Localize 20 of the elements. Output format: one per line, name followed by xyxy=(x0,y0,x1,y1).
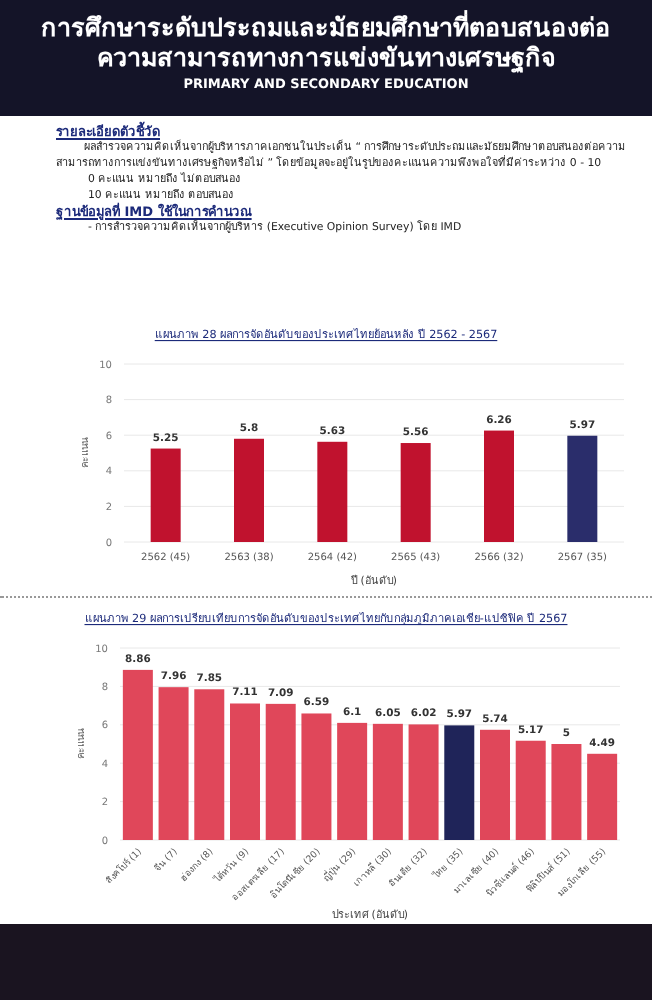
bar xyxy=(234,438,264,542)
bar xyxy=(484,430,514,542)
bar xyxy=(587,753,618,840)
bar xyxy=(567,435,598,542)
bar xyxy=(337,722,368,840)
bar xyxy=(150,448,181,542)
bar xyxy=(301,713,332,840)
bar xyxy=(372,723,403,840)
bar xyxy=(194,689,225,840)
bar xyxy=(317,441,348,542)
bar xyxy=(551,744,582,840)
bar xyxy=(265,703,296,840)
bar xyxy=(122,669,153,840)
bar xyxy=(158,687,189,840)
bar xyxy=(400,443,431,542)
bar xyxy=(444,725,475,840)
bar xyxy=(408,724,439,840)
bar xyxy=(515,740,546,840)
bar xyxy=(230,703,260,840)
bar xyxy=(480,729,510,840)
